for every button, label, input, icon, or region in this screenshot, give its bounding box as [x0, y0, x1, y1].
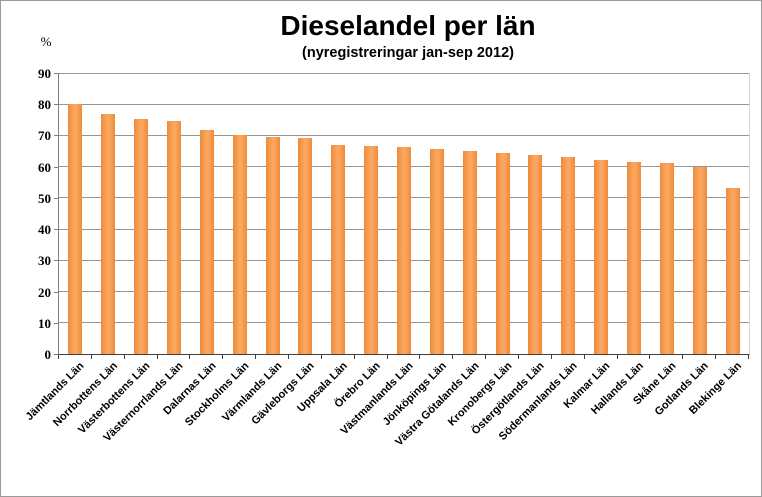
bar-kronobergs-lan [495, 153, 510, 354]
y-tick-label-50: 50 [38, 190, 51, 206]
x-tick-mark [255, 355, 257, 359]
bar-vastmanlands-lan [397, 147, 411, 354]
y-tick-mark [54, 322, 58, 324]
x-tick-mark [419, 355, 421, 359]
x-tick-mark [123, 355, 125, 359]
chart-subtitle: (nyregistreringar jan-sep 2012) [302, 45, 514, 61]
x-tick-mark [320, 355, 322, 359]
bar-varmlands-lan [265, 137, 280, 354]
bar-dalarnas-lan [199, 129, 214, 354]
y-tick-mark [54, 73, 58, 74]
x-tick-mark [616, 355, 618, 359]
bar-uppsala-lan [331, 144, 346, 354]
x-tick-mark [518, 355, 519, 359]
y-tick-mark [54, 135, 58, 137]
y-tick-label-10: 10 [38, 315, 51, 331]
y-tick-mark [54, 197, 58, 199]
bar-orebro-lan [364, 146, 379, 354]
y-tick-label-60: 60 [38, 159, 51, 175]
y-tick-label-40: 40 [38, 222, 51, 238]
y-tick-label-80: 80 [38, 97, 51, 113]
x-tick-mark [156, 355, 158, 359]
y-tick-label-30: 30 [38, 253, 51, 269]
y-tick-mark [54, 354, 58, 355]
y-tick-mark [54, 166, 58, 168]
plot-area [58, 73, 750, 355]
x-tick-mark [189, 355, 191, 359]
y-tick-label-90: 90 [38, 66, 51, 81]
bar-vasterbottens-lan [134, 119, 149, 354]
y-tick-mark [54, 104, 58, 106]
bar-sodermanlands-lan [561, 156, 576, 354]
bar-jonkopings-lan [429, 148, 444, 354]
bar-norrbottens-lan [101, 114, 116, 354]
x-tick-mark [90, 355, 92, 359]
x-tick-mark [386, 355, 388, 359]
y-tick-label-20: 20 [38, 284, 51, 300]
x-tick-mark [288, 355, 289, 359]
x-tick-mark [222, 355, 224, 359]
x-tick-mark [452, 355, 454, 359]
x-tick-mark [649, 355, 651, 359]
x-tick-mark [58, 355, 59, 359]
bar-gavleborgs-lan [298, 137, 313, 354]
gridline-80 [59, 103, 749, 105]
x-tick-mark [748, 355, 749, 359]
y-tick-mark [54, 229, 58, 231]
x-tick-mark [485, 355, 487, 359]
y-tick-mark [54, 260, 58, 262]
x-tick-mark [682, 355, 684, 359]
bar-vastra-gotalands-lan [462, 151, 477, 354]
x-axis-label-1: Jämtlands Län [23, 360, 87, 423]
bar-gotlands-lan [692, 167, 707, 354]
y-tick-mark [54, 291, 58, 293]
chart-title: Dieselandel per län [280, 10, 536, 41]
bar-skane-lan [659, 163, 674, 354]
bar-jamtlands-lan [68, 104, 83, 354]
y-axis-unit-label: % [40, 34, 52, 49]
bar-hallands-lan [627, 161, 641, 354]
x-tick-mark [715, 355, 717, 359]
gridline-90 [59, 73, 749, 74]
bar-ostergotlands-lan [528, 154, 543, 354]
x-tick-mark [353, 355, 355, 359]
gridline-70 [59, 134, 749, 136]
bar-vasternorrlands-lan [167, 121, 181, 354]
y-tick-label-70: 70 [38, 128, 51, 144]
y-tick-label-0: 0 [44, 347, 52, 362]
bar-stockholms-lan [232, 134, 247, 354]
x-tick-mark [550, 355, 552, 359]
x-tick-mark [583, 355, 585, 359]
bar-kalmar-lan [594, 160, 609, 354]
bar-blekinge-lan [725, 187, 740, 354]
